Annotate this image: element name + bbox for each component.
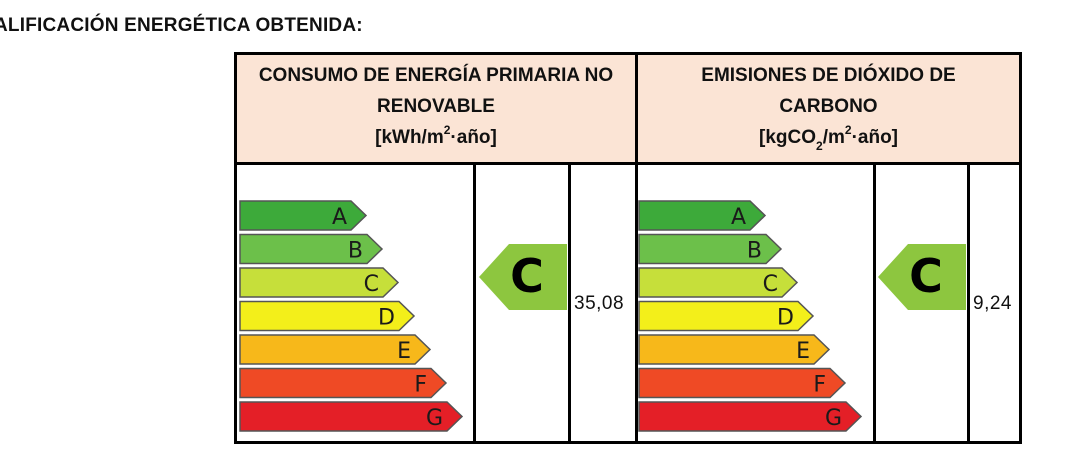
column-divider-emisiones-value <box>967 162 970 441</box>
emisiones-bar-label-d: D <box>777 306 794 331</box>
emisiones-units: [kgCO2/m2·año] <box>759 122 898 153</box>
emisiones-bar-b: B <box>638 233 783 265</box>
consumo-bar-b: B <box>239 233 384 265</box>
section-title: ALIFICACIÓN ENERGÉTICA OBTENIDA: <box>0 15 363 36</box>
emisiones-value: 9,24 <box>973 293 1012 314</box>
emisiones-rating-arrow-shape <box>878 244 966 310</box>
consumo-bar-d: D <box>239 300 416 332</box>
consumo-rating-arrow: C <box>479 244 567 310</box>
emisiones-bar-g: G <box>638 401 863 432</box>
emisiones-bar-e: E <box>638 334 831 365</box>
emisiones-title-line1: EMISIONES DE DIÓXIDO DE <box>701 65 956 86</box>
emisiones-rating-letter: C <box>909 249 943 303</box>
emisiones-bar-c: C <box>638 267 799 298</box>
emisiones-bar-label-f: F <box>813 373 826 398</box>
consumo-title-line1: CONSUMO DE ENERGÍA PRIMARIA NO <box>258 65 614 86</box>
emisiones-bar-d: D <box>638 300 815 332</box>
column-divider-consumo-value <box>568 162 571 441</box>
consumo-title-line2: RENOVABLE <box>377 96 495 117</box>
emisiones-bar-f: F <box>638 367 847 399</box>
emisiones-bar-label-g: G <box>825 406 842 431</box>
consumo-bar-e: E <box>239 334 432 365</box>
column-divider-consumo-rating <box>473 162 476 441</box>
consumo-bar-label-e: E <box>397 339 411 364</box>
emisiones-bar-label-b: B <box>747 239 762 264</box>
energy-rating-table: CONSUMO DE ENERGÍA PRIMARIA NO RENOVABLE… <box>234 52 1022 444</box>
consumo-header: CONSUMO DE ENERGÍA PRIMARIA NO RENOVABLE… <box>237 55 635 162</box>
emisiones-bar-label-e: E <box>796 339 810 364</box>
consumo-bar-g: G <box>239 401 464 432</box>
consumo-bar-label-b: B <box>348 239 363 264</box>
consumo-bar-label-c: C <box>364 272 379 297</box>
consumo-rating-letter: C <box>510 249 544 303</box>
emisiones-bar-label-c: C <box>763 272 778 297</box>
consumo-bar-f: F <box>239 367 448 399</box>
consumo-bar-a: A <box>239 200 368 231</box>
emisiones-bar-a: A <box>638 200 767 231</box>
emisiones-title-line2: CARBONO <box>779 96 878 117</box>
consumo-bar-label-d: D <box>378 306 395 331</box>
emisiones-header: EMISIONES DE DIÓXIDO DE CARBONO [kgCO2/m… <box>638 55 1019 162</box>
consumo-bar-label-g: G <box>426 406 443 431</box>
column-divider-main <box>635 55 638 441</box>
consumo-bar-c: C <box>239 267 400 298</box>
consumo-value: 35,08 <box>574 293 625 314</box>
consumo-units: [kWh/m2·año] <box>375 122 497 148</box>
emisiones-rating-arrow: C <box>878 244 966 310</box>
header-divider <box>237 162 1019 165</box>
consumo-rating-arrow-shape <box>479 244 567 310</box>
consumo-bar-label-f: F <box>414 373 427 398</box>
emisiones-bar-label-a: A <box>731 205 746 230</box>
column-divider-emisiones-rating <box>873 162 876 441</box>
consumo-bar-label-a: A <box>332 205 347 230</box>
